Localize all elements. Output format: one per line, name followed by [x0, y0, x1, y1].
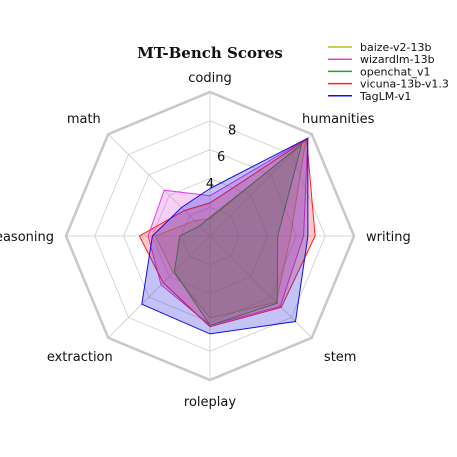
radar-grid: [64, 90, 356, 382]
series-taglm-v1: [141, 137, 309, 335]
legend-label-taglm-v1: TagLM-v1: [359, 90, 411, 103]
tick-label-8: 8: [228, 124, 236, 139]
tick-label-6: 6: [217, 150, 225, 165]
grid-ring-8: [94, 120, 326, 352]
axis-label-reasoning: reasoning: [0, 230, 54, 245]
axis-label-coding: coding: [188, 71, 231, 86]
radar-series: [138, 137, 316, 335]
spoke-extraction: [107, 235, 211, 339]
axis-labels: 468 coding humanities writing stem roleplay ex…: [0, 71, 411, 410]
legend-label-vicuna-13b-v1-3: vicuna-13b-v1.3: [360, 78, 449, 91]
grid-ring-6: [123, 149, 297, 323]
chart-title: MT-Bench Scores: [137, 44, 283, 62]
axis-label-humanities: humanities: [302, 112, 375, 127]
grid-ring-2: [180, 206, 240, 266]
axis-label-stem: stem: [324, 350, 357, 365]
series-openchat-v1: [173, 143, 303, 326]
spoke-humanities: [209, 133, 313, 237]
spoke-stem: [209, 235, 313, 339]
axis-label-roleplay: roleplay: [184, 395, 236, 410]
legend-label-openchat-v1: openchat_v1: [360, 65, 431, 78]
axis-label-extraction: extraction: [47, 350, 113, 365]
tick-label-4: 4: [206, 177, 214, 192]
axis-label-writing: writing: [366, 230, 411, 245]
grid-ring-4: [151, 177, 269, 295]
legend-label-baize-v2-13b: baize-v2-13b: [360, 41, 431, 54]
legend: baize-v2-13bwizardlm-13bopenchat_v1vicun…: [328, 41, 449, 103]
series-baize-v2-13b: [154, 139, 307, 319]
legend-label-wizardlm-13b: wizardlm-13b: [360, 53, 435, 66]
spoke-math: [107, 133, 211, 237]
radar-frame: [64, 90, 356, 382]
axis-label-math: math: [67, 112, 101, 127]
